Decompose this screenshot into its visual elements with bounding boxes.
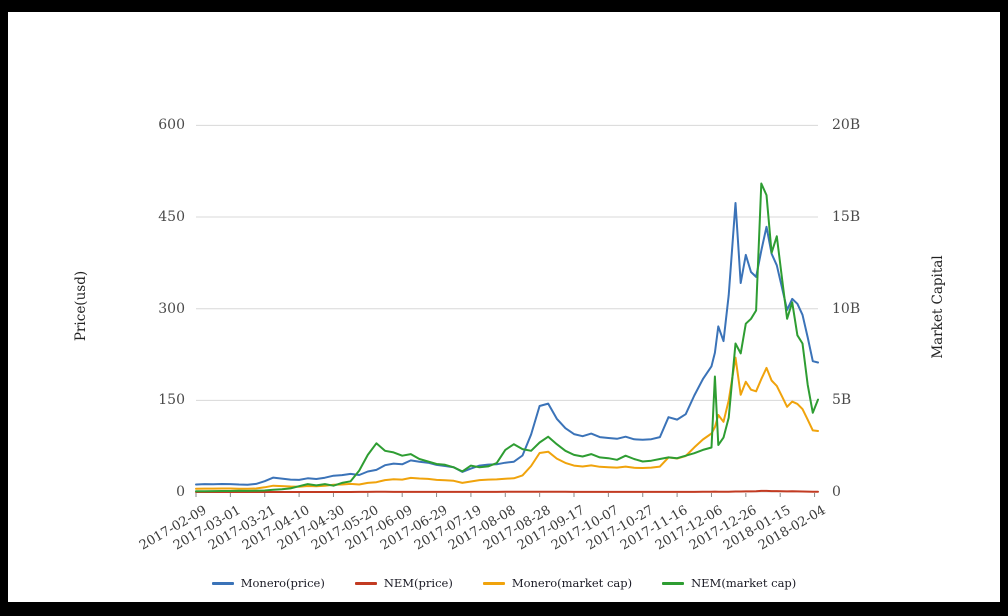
chart-canvas <box>8 12 1000 602</box>
left-axis-title: Price(usd) <box>73 270 89 342</box>
legend-label: NEM(price) <box>383 576 453 590</box>
legend-label: Monero(price) <box>240 576 325 590</box>
legend-label: NEM(market cap) <box>691 576 797 590</box>
legend-item-nem-market-cap: NEM(market cap) <box>662 576 796 590</box>
legend-item-monero-price: Monero(price) <box>211 576 325 590</box>
chart-legend: Monero(price) NEM(price) Monero(market c… <box>0 576 1008 590</box>
legend-swatch-monero-price <box>211 581 234 585</box>
series-line-nem-market-cap <box>195 182 819 493</box>
gridlines <box>196 124 818 493</box>
series-line-monero-market-cap <box>195 356 819 490</box>
legend-label: Monero(market cap) <box>511 576 633 590</box>
legend-swatch-nem-market-cap <box>662 581 685 585</box>
series-line-nem-price <box>195 489 819 493</box>
data-series-lines <box>195 182 819 493</box>
legend-swatch-monero-market-cap <box>482 581 505 585</box>
right-axis-title: Market Capital <box>930 255 946 359</box>
legend-item-monero-market-cap: Monero(market cap) <box>482 576 633 590</box>
series-line-monero-price <box>195 202 819 486</box>
x-axis-tick-marks <box>195 493 816 497</box>
legend-item-nem-price: NEM(price) <box>354 576 453 590</box>
legend-swatch-nem-price <box>354 581 377 585</box>
